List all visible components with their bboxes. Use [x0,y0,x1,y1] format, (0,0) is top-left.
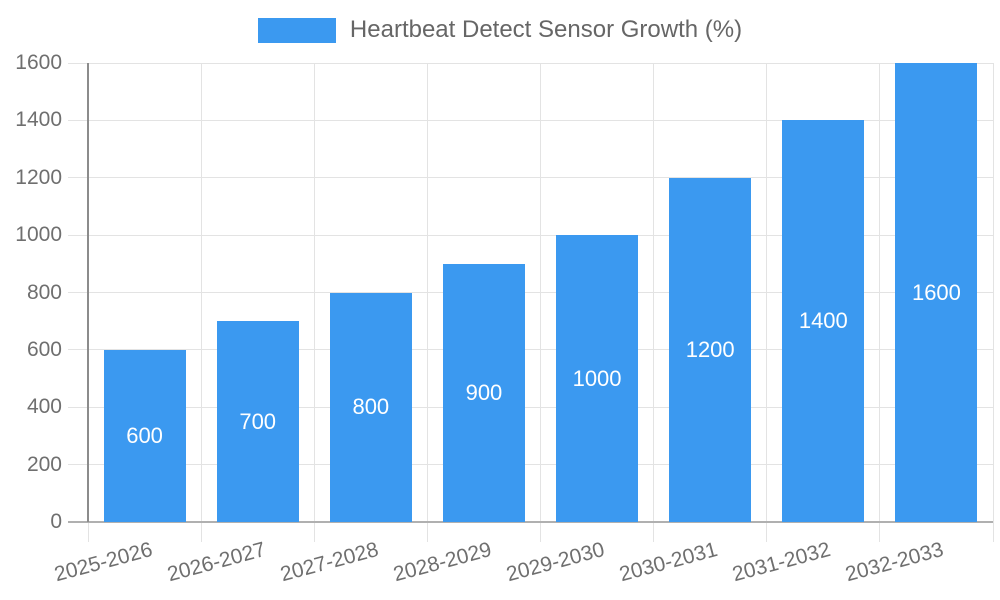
x-axis-line [68,521,993,523]
y-axis-label: 400 [26,395,62,419]
y-axis-label: 600 [26,337,62,361]
bar-2027-2028[interactable] [329,292,412,522]
y-axis-label: 1000 [15,223,62,247]
bar-value-label: 1400 [798,308,848,334]
y-tick [68,234,88,236]
y-axis-label: 200 [26,452,62,476]
x-tick [200,522,202,542]
x-tick [313,522,315,542]
bar-2028-2029[interactable] [442,263,525,522]
bar-value-label: 900 [465,379,503,405]
x-tick [992,522,994,542]
y-tick [68,177,88,179]
x-gridline [766,63,768,522]
x-gridline [879,63,881,522]
bar-2032-2033[interactable] [895,63,978,522]
y-tick [68,62,88,64]
y-tick [68,292,88,293]
bar-2029-2030[interactable] [556,235,639,522]
bar-2026-2027[interactable] [216,321,299,522]
y-axis-label: 800 [26,280,62,304]
bar-value-label: 1600 [911,279,961,305]
x-gridline [540,63,541,522]
bar-2030-2031[interactable] [669,177,752,522]
x-tick [87,522,89,542]
x-tick [653,522,655,542]
x-tick [879,522,881,542]
bar-value-label: 700 [239,408,277,434]
legend-color-swatch [257,17,336,43]
x-tick [540,522,541,542]
bar-value-label: 800 [352,394,390,420]
y-axis-label: 1600 [15,51,62,74]
x-tick [426,522,428,542]
bar-2031-2032[interactable] [782,120,865,522]
y-tick [68,464,88,466]
y-axis-label: 1400 [15,108,62,132]
bar-value-label: 1200 [685,336,735,362]
bar-2025-2026[interactable] [103,349,186,522]
plot-area: 0 200 400 600 800 1000 1200 1400 1600 600 2025-202… [15,51,994,586]
x-gridline [426,63,428,522]
legend-series-label: Heartbeat Detect Sensor Growth (%) [349,16,743,43]
y-tick [68,119,88,121]
chart-legend-item[interactable]: Heartbeat Detect Sensor Growth (%) [0,16,1000,44]
bar-value-label: 600 [126,422,163,448]
bar-value-label: 1000 [572,365,622,391]
y-axis-label: 0 [50,510,62,533]
x-tick [766,522,768,542]
y-tick [68,406,88,408]
x-gridline [200,63,202,522]
x-gridline [653,63,655,522]
y-axis-label: 1200 [15,165,62,189]
y-tick [68,349,88,351]
y-axis-line [87,63,89,522]
x-gridline [313,63,315,522]
x-gridline [992,63,994,522]
